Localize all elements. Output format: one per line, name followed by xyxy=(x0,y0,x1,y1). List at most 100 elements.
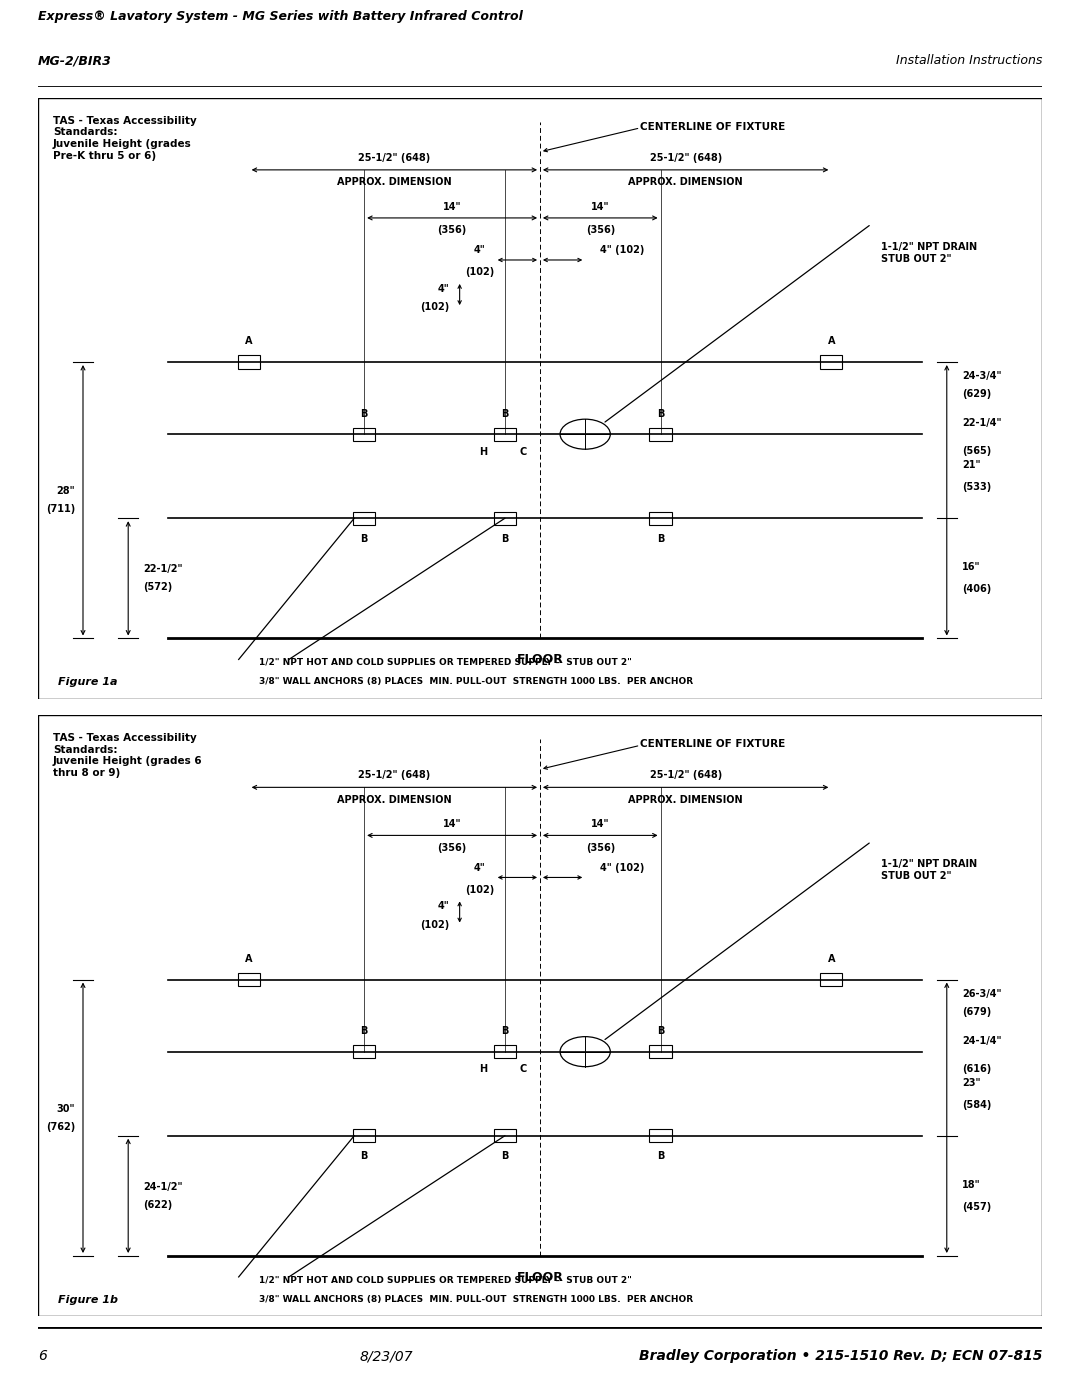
Text: (102): (102) xyxy=(420,919,449,929)
Text: 28": 28" xyxy=(56,486,75,496)
Text: APPROX. DIMENSION: APPROX. DIMENSION xyxy=(337,177,451,187)
Text: B: B xyxy=(361,408,368,419)
Text: 22-1/4": 22-1/4" xyxy=(962,418,1001,429)
Text: B: B xyxy=(501,1025,509,1037)
Text: (711): (711) xyxy=(45,504,75,514)
Text: 4": 4" xyxy=(437,284,449,293)
Text: C: C xyxy=(519,447,527,457)
Text: 1/2" NPT HOT AND COLD SUPPLIES OR TEMPERED SUPPLY –  STUB OUT 2": 1/2" NPT HOT AND COLD SUPPLIES OR TEMPER… xyxy=(259,658,632,666)
Text: 24-3/4": 24-3/4" xyxy=(962,372,1001,381)
Text: 1-1/2" NPT DRAIN
STUB OUT 2": 1-1/2" NPT DRAIN STUB OUT 2" xyxy=(881,859,977,882)
Text: 24-1/2": 24-1/2" xyxy=(144,1182,183,1192)
Bar xyxy=(494,511,516,525)
Text: (622): (622) xyxy=(144,1200,173,1210)
Text: APPROX. DIMENSION: APPROX. DIMENSION xyxy=(337,795,451,805)
Text: H: H xyxy=(478,1065,487,1074)
Text: 3/8" WALL ANCHORS (8) PLACES  MIN. PULL-OUT  STRENGTH 1000 LBS.  PER ANCHOR: 3/8" WALL ANCHORS (8) PLACES MIN. PULL-O… xyxy=(259,1295,693,1303)
Text: 6: 6 xyxy=(38,1350,46,1363)
Text: TAS - Texas Accessibility
Standards:
Juvenile Height (grades
Pre-K thru 5 or 6): TAS - Texas Accessibility Standards: Juv… xyxy=(53,116,197,161)
Bar xyxy=(353,511,375,525)
Text: B: B xyxy=(657,1025,664,1037)
Text: (762): (762) xyxy=(45,1122,75,1132)
Text: (356): (356) xyxy=(585,225,615,235)
Text: (406): (406) xyxy=(962,584,991,594)
Bar xyxy=(820,972,842,986)
Text: Installation Instructions: Installation Instructions xyxy=(895,54,1042,67)
Text: 23": 23" xyxy=(962,1077,981,1088)
Text: (102): (102) xyxy=(420,302,449,312)
Text: (572): (572) xyxy=(144,583,173,592)
Text: 24-1/4": 24-1/4" xyxy=(962,1035,1001,1045)
Bar xyxy=(494,1045,516,1059)
Circle shape xyxy=(561,419,610,450)
Text: B: B xyxy=(361,534,368,543)
Text: Bradley Corporation • 215-1510 Rev. D; ECN 07-815: Bradley Corporation • 215-1510 Rev. D; E… xyxy=(639,1350,1042,1363)
Text: B: B xyxy=(361,1151,368,1161)
Text: A: A xyxy=(245,337,253,346)
Text: 8/23/07: 8/23/07 xyxy=(360,1350,413,1363)
Text: (356): (356) xyxy=(437,225,467,235)
Text: H: H xyxy=(478,447,487,457)
Text: B: B xyxy=(501,408,509,419)
Text: C: C xyxy=(519,1065,527,1074)
Text: B: B xyxy=(657,534,664,543)
Text: (565): (565) xyxy=(962,446,991,457)
Text: B: B xyxy=(657,1151,664,1161)
Text: 25-1/2" (648): 25-1/2" (648) xyxy=(649,770,721,780)
Text: (616): (616) xyxy=(962,1063,991,1074)
Text: 4": 4" xyxy=(474,863,486,873)
Bar xyxy=(238,355,260,369)
Text: B: B xyxy=(361,1025,368,1037)
Text: (457): (457) xyxy=(962,1201,991,1211)
Text: 16": 16" xyxy=(962,563,981,573)
Text: (679): (679) xyxy=(962,1007,991,1017)
Text: 25-1/2" (648): 25-1/2" (648) xyxy=(359,152,431,162)
Text: (356): (356) xyxy=(585,842,615,852)
Bar xyxy=(649,1129,672,1143)
Text: 4" (102): 4" (102) xyxy=(600,863,645,873)
Bar xyxy=(649,1045,672,1059)
Bar xyxy=(353,1129,375,1143)
Text: 26-3/4": 26-3/4" xyxy=(962,989,1001,999)
Bar xyxy=(494,427,516,441)
Bar xyxy=(353,1045,375,1059)
Text: (356): (356) xyxy=(437,842,467,852)
Text: FLOOR: FLOOR xyxy=(516,654,564,666)
Text: 25-1/2" (648): 25-1/2" (648) xyxy=(359,770,431,780)
Text: 22-1/2": 22-1/2" xyxy=(144,564,183,574)
Text: (102): (102) xyxy=(465,267,495,277)
Text: CENTERLINE OF FIXTURE: CENTERLINE OF FIXTURE xyxy=(640,122,785,131)
Text: B: B xyxy=(657,408,664,419)
Text: (629): (629) xyxy=(962,390,991,400)
Text: 14": 14" xyxy=(591,820,609,830)
Bar xyxy=(238,972,260,986)
Text: APPROX. DIMENSION: APPROX. DIMENSION xyxy=(629,795,743,805)
Bar xyxy=(494,1129,516,1143)
Text: FLOOR: FLOOR xyxy=(516,1271,564,1284)
Text: (102): (102) xyxy=(465,884,495,894)
Text: 1/2" NPT HOT AND COLD SUPPLIES OR TEMPERED SUPPLY –  STUB OUT 2": 1/2" NPT HOT AND COLD SUPPLIES OR TEMPER… xyxy=(259,1275,632,1284)
Text: 14": 14" xyxy=(443,203,461,212)
Text: B: B xyxy=(501,1151,509,1161)
Text: 30": 30" xyxy=(56,1104,75,1113)
Text: 3/8" WALL ANCHORS (8) PLACES  MIN. PULL-OUT  STRENGTH 1000 LBS.  PER ANCHOR: 3/8" WALL ANCHORS (8) PLACES MIN. PULL-O… xyxy=(259,678,693,686)
Text: TAS - Texas Accessibility
Standards:
Juvenile Height (grades 6
thru 8 or 9): TAS - Texas Accessibility Standards: Juv… xyxy=(53,733,202,778)
Text: Figure 1a: Figure 1a xyxy=(58,678,118,687)
Text: (533): (533) xyxy=(962,482,991,492)
Text: 1-1/2" NPT DRAIN
STUB OUT 2": 1-1/2" NPT DRAIN STUB OUT 2" xyxy=(881,242,977,264)
Text: 25-1/2" (648): 25-1/2" (648) xyxy=(649,152,721,162)
Text: 14": 14" xyxy=(591,203,609,212)
Text: 4": 4" xyxy=(437,901,449,911)
Text: B: B xyxy=(501,534,509,543)
Bar xyxy=(353,427,375,441)
Text: A: A xyxy=(245,954,253,964)
Text: A: A xyxy=(827,337,835,346)
Text: 14": 14" xyxy=(443,820,461,830)
Text: (584): (584) xyxy=(962,1099,991,1109)
Text: 21": 21" xyxy=(962,460,981,471)
Bar xyxy=(820,355,842,369)
Text: Figure 1b: Figure 1b xyxy=(58,1295,118,1305)
Circle shape xyxy=(561,1037,610,1067)
Text: A: A xyxy=(827,954,835,964)
Bar xyxy=(649,511,672,525)
